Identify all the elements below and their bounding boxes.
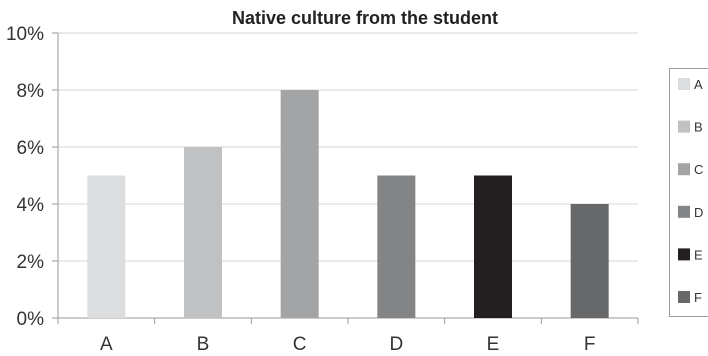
bar-e <box>474 175 512 318</box>
y-axis-ticks: 0% 2% 4% 6% 8% 10% <box>6 24 59 330</box>
bars <box>87 90 609 318</box>
y-tick-label: 0% <box>17 309 45 330</box>
gridlines <box>58 32 638 319</box>
legend-label: F <box>694 290 702 305</box>
bar-d <box>377 175 416 318</box>
legend-label: E <box>694 247 703 262</box>
legend-swatch <box>678 248 690 261</box>
bar-a <box>87 175 126 318</box>
y-tick-label: 6% <box>17 138 45 159</box>
x-axis: A B C D E F <box>57 318 639 355</box>
legend-label: A <box>694 77 703 92</box>
bar-c <box>280 90 319 318</box>
y-tick-label: 10% <box>6 24 44 45</box>
x-tick-label: F <box>584 334 596 355</box>
legend-box <box>669 68 708 317</box>
x-tick-label: E <box>487 334 500 355</box>
legend-swatch <box>678 120 690 133</box>
y-tick-label: 8% <box>17 81 45 102</box>
legend-label: B <box>694 120 703 135</box>
y-tick-label: 2% <box>17 252 45 273</box>
legend-label: C <box>694 162 703 177</box>
bar-f <box>570 204 609 318</box>
x-tick-label: D <box>389 334 403 355</box>
legend-label: D <box>694 205 703 220</box>
x-tick-label: A <box>100 334 113 355</box>
legend-swatch <box>678 291 690 303</box>
chart-title: Native culture from the student <box>232 8 498 28</box>
x-tick-label: C <box>293 334 307 355</box>
y-tick-label: 4% <box>17 195 45 216</box>
legend-swatch <box>678 163 690 176</box>
legend-swatch <box>678 205 690 218</box>
legend: A B C D E F <box>669 68 708 317</box>
x-tick-label: B <box>197 334 210 355</box>
bar-b <box>184 147 222 318</box>
legend-swatch <box>678 78 690 90</box>
